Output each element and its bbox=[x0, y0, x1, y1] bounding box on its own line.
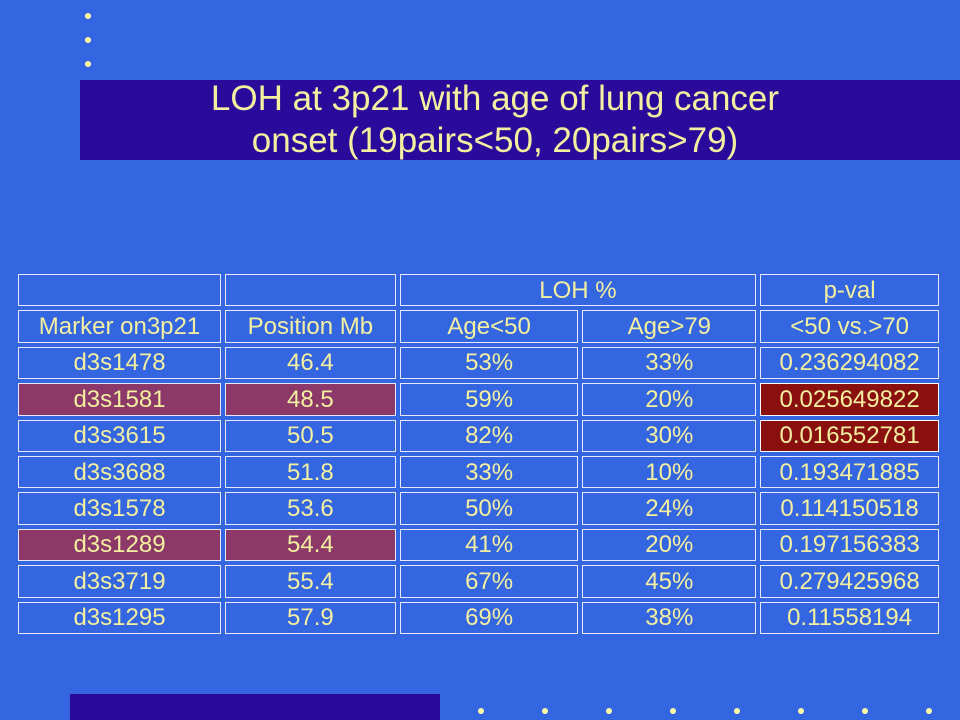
age-lt50-cell: 82% bbox=[399, 419, 579, 452]
age-lt50-cell: 41% bbox=[399, 528, 579, 562]
decor-dot bbox=[606, 708, 612, 714]
decor-dot bbox=[478, 708, 484, 714]
decor-dot bbox=[670, 708, 676, 714]
position-cell: 46.4 bbox=[225, 346, 396, 380]
decor-dot bbox=[85, 61, 91, 67]
decor-dot bbox=[798, 708, 804, 714]
marker-cell: d3s3719 bbox=[18, 565, 222, 598]
decor-dot bbox=[85, 13, 91, 19]
table-row-highlighted: d3s1581 48.5 59% 20% 0.025649822 bbox=[18, 383, 939, 416]
column-header: Age>79 bbox=[582, 310, 757, 343]
title-band bbox=[80, 80, 960, 160]
position-cell: 50.5 bbox=[225, 419, 396, 452]
age-gt79-cell: 20% bbox=[582, 383, 757, 416]
position-cell: 54.4 bbox=[225, 528, 396, 562]
age-gt79-cell: 33% bbox=[582, 346, 757, 380]
title-line-1: LOH at 3p21 with age of lung cancer bbox=[210, 79, 780, 118]
age-lt50-cell: 69% bbox=[399, 601, 579, 634]
age-gt79-cell: 24% bbox=[582, 492, 757, 525]
pval-cell: 0.193471885 bbox=[760, 455, 939, 489]
loh-table-container: LOH % p-val Marker on3p21 Position Mb Ag… bbox=[14, 270, 943, 638]
pval-cell: 0.279425968 bbox=[760, 565, 939, 598]
position-cell: 57.9 bbox=[225, 601, 396, 634]
column-header: Age<50 bbox=[399, 310, 579, 343]
title-line-2: onset (19pairs<50, 20pairs>79) bbox=[251, 121, 739, 160]
table-row: d3s3615 50.5 82% 30% 0.016552781 bbox=[18, 419, 939, 452]
footer-band bbox=[70, 694, 440, 720]
pval-cell-significant: 0.016552781 bbox=[760, 419, 939, 452]
marker-cell: d3s3615 bbox=[18, 419, 222, 452]
column-header: <50 vs.>70 bbox=[760, 310, 939, 343]
pval-cell: 0.11558194 bbox=[760, 601, 939, 634]
decor-dot bbox=[542, 708, 548, 714]
decor-dot bbox=[862, 708, 868, 714]
age-gt79-cell: 10% bbox=[582, 455, 757, 489]
pval-group-header: p-val bbox=[760, 274, 939, 307]
age-gt79-cell: 30% bbox=[582, 419, 757, 452]
pval-cell: 0.114150518 bbox=[760, 492, 939, 525]
empty-header-cell bbox=[18, 274, 222, 307]
slide-title: LOH at 3p21 with age of lung cancer onse… bbox=[80, 78, 910, 162]
table-row: d3s1578 53.6 50% 24% 0.114150518 bbox=[18, 492, 939, 525]
column-header: Marker on3p21 bbox=[18, 310, 222, 343]
marker-cell: d3s1289 bbox=[18, 528, 222, 562]
loh-group-header: LOH % bbox=[399, 274, 757, 307]
marker-cell: d3s3688 bbox=[18, 455, 222, 489]
table-row: d3s1478 46.4 53% 33% 0.236294082 bbox=[18, 346, 939, 380]
age-lt50-cell: 33% bbox=[399, 455, 579, 489]
age-gt79-cell: 45% bbox=[582, 565, 757, 598]
pval-cell-significant: 0.025649822 bbox=[760, 383, 939, 416]
marker-cell: d3s1478 bbox=[18, 346, 222, 380]
group-header-row: LOH % p-val bbox=[18, 274, 939, 307]
table-row-highlighted: d3s1289 54.4 41% 20% 0.197156383 bbox=[18, 528, 939, 562]
age-lt50-cell: 59% bbox=[399, 383, 579, 416]
table-row: d3s3719 55.4 67% 45% 0.279425968 bbox=[18, 565, 939, 598]
position-cell: 51.8 bbox=[225, 455, 396, 489]
table-row: d3s1295 57.9 69% 38% 0.11558194 bbox=[18, 601, 939, 634]
age-gt79-cell: 20% bbox=[582, 528, 757, 562]
column-header: Position Mb bbox=[225, 310, 396, 343]
empty-header-cell bbox=[225, 274, 396, 307]
marker-cell: d3s1578 bbox=[18, 492, 222, 525]
decor-dot bbox=[85, 37, 91, 43]
position-cell: 55.4 bbox=[225, 565, 396, 598]
table-row: d3s3688 51.8 33% 10% 0.193471885 bbox=[18, 455, 939, 489]
column-header-row: Marker on3p21 Position Mb Age<50 Age>79 … bbox=[18, 310, 939, 343]
age-lt50-cell: 53% bbox=[399, 346, 579, 380]
decor-dot bbox=[926, 708, 932, 714]
decor-dot bbox=[734, 708, 740, 714]
pval-cell: 0.236294082 bbox=[760, 346, 939, 380]
position-cell: 53.6 bbox=[225, 492, 396, 525]
age-lt50-cell: 50% bbox=[399, 492, 579, 525]
age-lt50-cell: 67% bbox=[399, 565, 579, 598]
position-cell: 48.5 bbox=[225, 383, 396, 416]
marker-cell: d3s1581 bbox=[18, 383, 222, 416]
marker-cell: d3s1295 bbox=[18, 601, 222, 634]
age-gt79-cell: 38% bbox=[582, 601, 757, 634]
pval-cell: 0.197156383 bbox=[760, 528, 939, 562]
loh-table: LOH % p-val Marker on3p21 Position Mb Ag… bbox=[14, 270, 943, 638]
